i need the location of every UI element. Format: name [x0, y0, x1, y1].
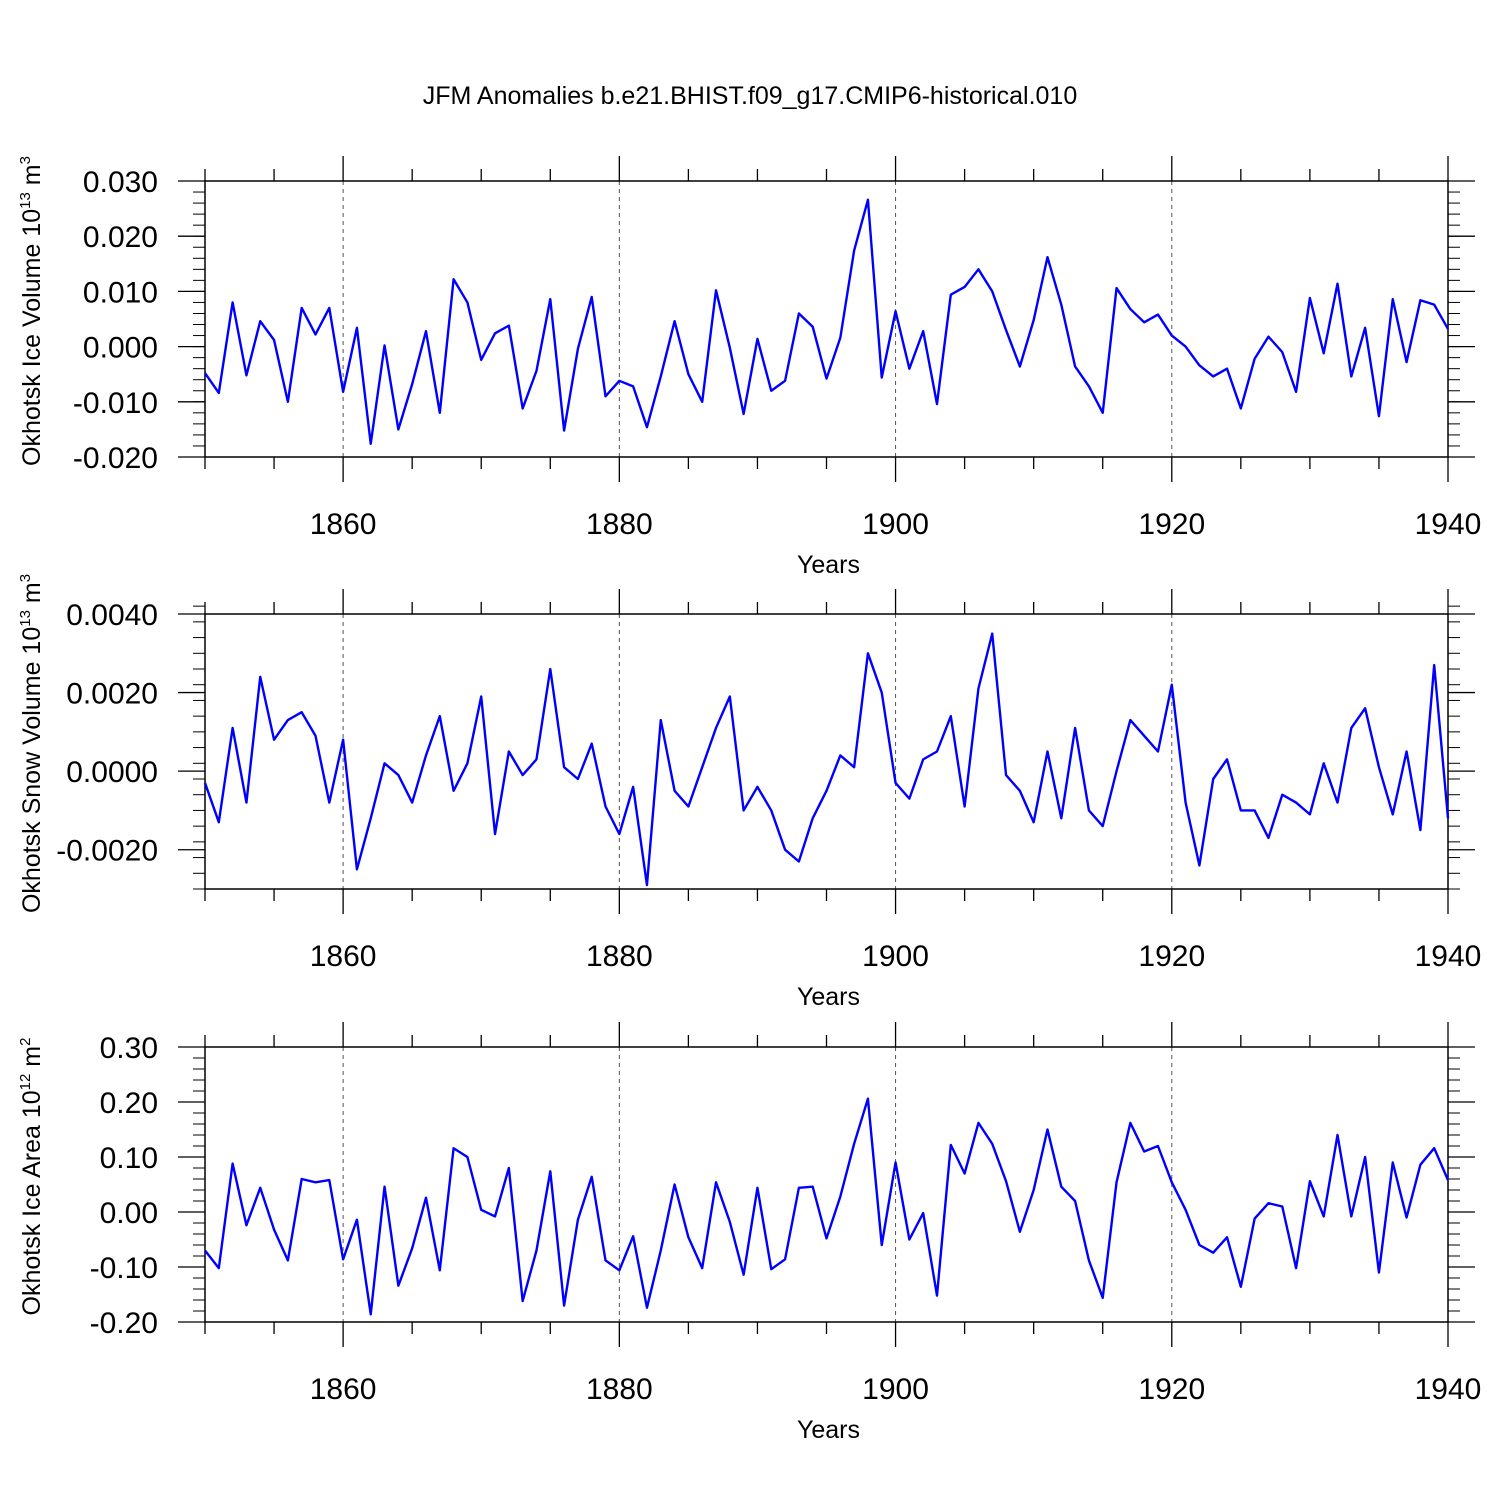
y-axis-title-exp: 12 — [17, 1074, 34, 1091]
y-tick-label: -0.010 — [73, 387, 158, 420]
y-tick-label: -0.20 — [90, 1307, 158, 1340]
y-axis-title-unit-exp: 3 — [17, 574, 34, 582]
y-tick-label: 0.010 — [83, 276, 158, 309]
plot-frame — [204, 180, 1449, 458]
plot-frame — [204, 1046, 1449, 1323]
y-axis-title-unit: m — [18, 164, 46, 192]
x-tick-label: 1860 — [310, 940, 377, 973]
y-tick-label: -0.10 — [90, 1252, 158, 1285]
x-tick-label: 1900 — [862, 940, 929, 973]
y-tick-label: 0.00 — [100, 1197, 158, 1230]
y-tick-label: 0.0000 — [66, 756, 158, 789]
series-line — [204, 198, 1450, 445]
y-tick-label: -0.0020 — [56, 835, 158, 868]
panel-3: -0.20 -0.10 0.00 0.10 0.20 0.30 1860 1880 1900 19… — [17, 1022, 1481, 1444]
y-axis-title: Okhotsk Ice Volume 1013 m3 — [17, 156, 46, 466]
y-axis-title: Okhotsk Ice Area 1012 m2 — [17, 1038, 46, 1316]
y-tick-label: 0.30 — [100, 1032, 158, 1065]
x-tick-label: 1940 — [1415, 508, 1482, 541]
x-tick-label: 1900 — [862, 508, 929, 541]
y-tick-label: 0.0040 — [66, 599, 158, 632]
x-tick-label: 1940 — [1415, 1373, 1482, 1406]
y-axis-title-main: Okhotsk Snow Volume 10 — [18, 627, 46, 913]
y-tick-label: 0.20 — [100, 1087, 158, 1120]
y-tick-label: -0.020 — [73, 442, 158, 475]
plot-frame — [204, 613, 1449, 890]
x-axis-title: Years — [797, 983, 860, 1011]
panel-2: -0.0020 0.0000 0.0020 0.0040 1860 1880 1900 192… — [17, 574, 1481, 1011]
x-tick-label: 1860 — [310, 508, 377, 541]
y-axis-title: Okhotsk Snow Volume 1013 m3 — [17, 574, 46, 913]
x-tick-label: 1920 — [1138, 508, 1205, 541]
y-axis-title-exp: 13 — [17, 610, 34, 627]
y-axis-title-unit-exp: 3 — [17, 156, 34, 164]
panel-1: -0.020 -0.010 0.000 0.010 0.020 0.030 1860 1880… — [17, 156, 1481, 579]
x-tick-label: 1880 — [586, 1373, 653, 1406]
x-tick-label: 1880 — [586, 508, 653, 541]
y-tick-label: 0.000 — [83, 332, 158, 365]
x-axis-title: Years — [797, 1416, 860, 1444]
x-tick-label: 1920 — [1138, 940, 1205, 973]
y-axis-title-unit: m — [18, 582, 46, 610]
y-axis-title-unit-exp: 2 — [17, 1038, 34, 1046]
y-axis-title-unit: m — [18, 1046, 46, 1074]
series-line — [203, 632, 1450, 887]
y-tick-label: 0.0020 — [66, 678, 158, 711]
panels: -0.020 -0.010 0.000 0.010 0.020 0.030 1860 1880… — [17, 156, 1481, 1444]
x-tick-label: 1920 — [1138, 1373, 1205, 1406]
x-axis-title: Years — [797, 551, 860, 579]
y-tick-label: 0.10 — [100, 1142, 158, 1175]
y-axis-title-main: Okhotsk Ice Area 10 — [18, 1090, 46, 1315]
x-tick-label: 1900 — [862, 1373, 929, 1406]
figure-title: JFM Anomalies b.e21.BHIST.f09_g17.CMIP6-… — [423, 82, 1077, 110]
x-tick-label: 1880 — [586, 940, 653, 973]
series-line — [204, 1097, 1450, 1316]
y-tick-label: 0.020 — [83, 221, 158, 254]
x-tick-label: 1860 — [310, 1373, 377, 1406]
y-axis-title-main: Okhotsk Ice Volume 10 — [18, 209, 46, 466]
y-tick-label: 0.030 — [83, 166, 158, 199]
x-tick-label: 1940 — [1415, 940, 1482, 973]
y-axis-title-exp: 13 — [17, 192, 34, 209]
